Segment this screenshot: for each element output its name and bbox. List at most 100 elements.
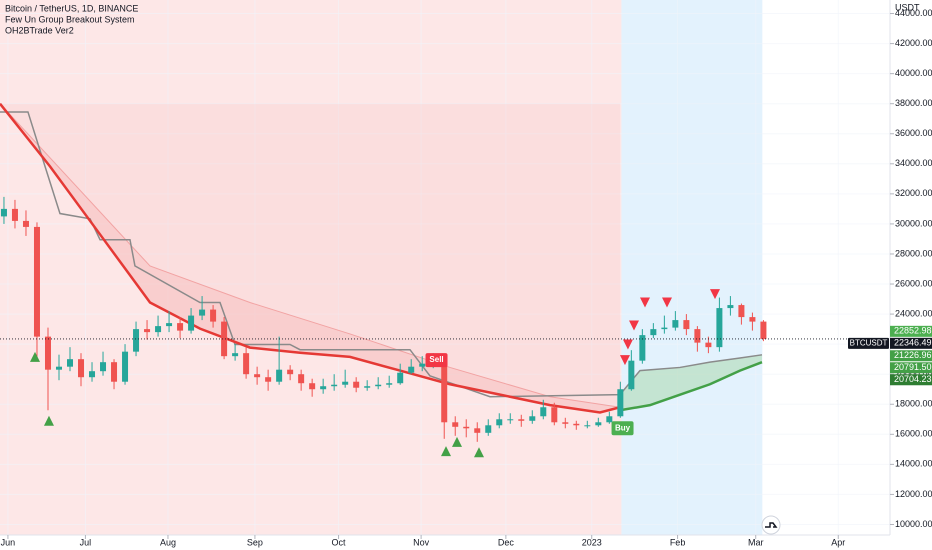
x-tick-label: Feb — [670, 537, 686, 547]
candle-body — [89, 371, 96, 378]
candle-body — [760, 321, 767, 339]
candle-body — [122, 351, 129, 382]
signal-box — [425, 353, 448, 368]
currency-label: USDT — [895, 2, 920, 12]
down-arrow — [619, 355, 630, 366]
candle-body — [386, 383, 393, 385]
price-label: 20704.23 — [894, 374, 932, 384]
up-arrow — [440, 446, 451, 457]
candle-body — [78, 359, 85, 378]
signal-label: Sell — [429, 355, 443, 364]
candle-body — [243, 353, 250, 375]
candle-body — [11, 208, 18, 221]
x-tick-label: Oct — [332, 537, 347, 547]
down-arrow — [709, 289, 720, 300]
moving-average-line — [0, 102, 621, 414]
band-fill — [0, 103, 621, 413]
down-arrow — [662, 297, 673, 308]
candle-body — [33, 226, 40, 337]
up-arrow — [474, 447, 485, 458]
logo-mark[interactable] — [765, 522, 778, 528]
logo[interactable] — [761, 515, 781, 535]
candle-body — [485, 425, 492, 433]
candle-body — [452, 422, 459, 427]
price-label: 22346.49 — [894, 338, 932, 348]
down-arrow — [628, 320, 639, 331]
y-tick-label: 38000.00 — [895, 98, 932, 108]
signal-region — [621, 0, 763, 535]
y-tick-label: 10000.00 — [895, 519, 932, 529]
candle-body — [672, 320, 679, 328]
candle-body — [496, 419, 503, 426]
candle-body — [573, 423, 580, 426]
candle-body — [166, 323, 173, 327]
y-tick-label: 28000.00 — [895, 248, 932, 258]
candle-body — [518, 419, 525, 421]
candle-body — [221, 321, 228, 357]
candle-body — [100, 362, 107, 372]
x-tick-label: Mar — [748, 537, 764, 547]
band-line — [0, 103, 621, 408]
x-tick-label: Jul — [80, 537, 92, 547]
up-arrow — [451, 436, 462, 447]
moving-average-line — [619, 361, 763, 412]
candle-body — [738, 305, 745, 318]
candle-body — [276, 369, 283, 382]
y-tick-label: 44000.00 — [895, 8, 932, 18]
candle-body — [617, 389, 624, 417]
up-arrow — [43, 415, 54, 426]
logo-circle[interactable] — [761, 515, 781, 535]
candle-body — [331, 384, 338, 387]
plot-area: Sell Buy — [0, 0, 890, 535]
candle-body — [320, 386, 327, 390]
candle-body — [298, 374, 305, 384]
candle-body — [727, 305, 734, 309]
price-label-box — [890, 374, 932, 386]
candle-body — [0, 208, 7, 217]
candle-body — [55, 366, 62, 370]
candle-body — [661, 327, 668, 330]
down-arrow — [622, 339, 633, 350]
x-tick-label: Apr — [831, 537, 845, 547]
indicator-name: OH2BTrade Ver2 — [5, 25, 74, 35]
candle-body — [375, 384, 382, 387]
candle-body — [408, 366, 415, 373]
candle-body — [584, 425, 591, 427]
candle-body — [364, 386, 371, 388]
candle-body — [463, 426, 470, 429]
candle-body — [529, 416, 536, 421]
x-tick-label: 2023 — [582, 537, 602, 547]
candle-body — [22, 220, 29, 227]
symbol-tag: BTCUSDT — [850, 338, 888, 347]
symbol-title: Bitcoin / TetherUS, 1D, BINANCE — [5, 3, 138, 13]
candle-body — [441, 360, 448, 423]
candle-body — [210, 309, 217, 322]
candle-body — [111, 362, 118, 382]
candle-body — [749, 317, 756, 322]
candle-body — [683, 320, 690, 330]
candle-body — [628, 360, 635, 390]
candle-body — [44, 336, 51, 370]
candle-body — [540, 407, 547, 417]
y-tick-label: 32000.00 — [895, 188, 932, 198]
candle-body — [694, 329, 701, 343]
candle-body — [507, 419, 514, 421]
y-tick-label: 24000.00 — [895, 308, 932, 318]
price-label-box — [890, 362, 932, 374]
y-tick-label: 34000.00 — [895, 158, 932, 168]
candle-body — [309, 383, 316, 390]
signal-label: Buy — [615, 423, 631, 432]
x-tick-label: Sep — [247, 537, 263, 547]
y-tick-label: 20000.00 — [895, 369, 932, 379]
candle-body — [606, 416, 613, 423]
candle-body — [155, 326, 162, 333]
step-line — [0, 111, 763, 398]
indicator-name: Few Un Group Breakout System — [5, 14, 135, 24]
y-tick-label: 30000.00 — [895, 218, 932, 228]
candle-body — [67, 359, 74, 367]
y-tick-label: 14000.00 — [895, 459, 932, 469]
y-tick-label: 36000.00 — [895, 128, 932, 138]
candle-body — [595, 422, 602, 426]
y-tick-label: 26000.00 — [895, 278, 932, 288]
